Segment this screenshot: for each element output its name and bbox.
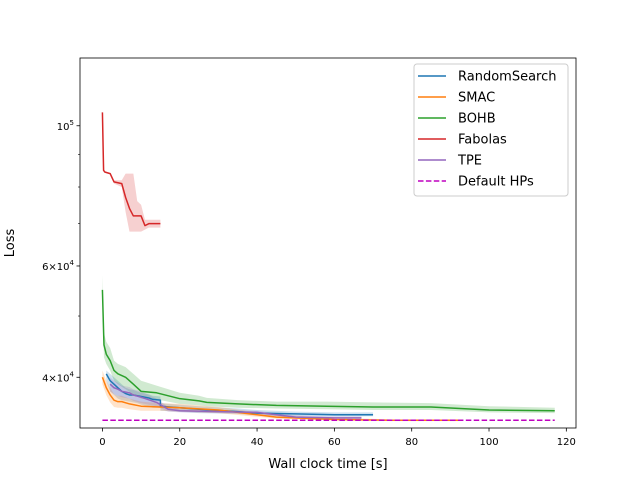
legend-label-fabolas: Fabolas [458,133,507,148]
x-tick-label: 40 [251,437,264,448]
bohb-line [101,289,555,412]
smac-line [101,377,459,422]
x-tick-label: 20 [173,437,186,448]
plot-area-frame [79,57,577,429]
y-tick-exponent: 4 [70,370,75,378]
legend-box [413,63,569,197]
x-tick-label: 0 [99,437,105,448]
y-tick-label: 4×104 [42,370,74,384]
legend-label-randomsearch: RandomSearch [458,70,556,85]
x-tick-label: 100 [479,437,498,448]
x-axis-label: Wall clock time [s] [268,457,387,472]
y-tick-exponent: 4 [70,259,75,267]
x-axis: 0 20 40 60 80 100 120 [99,428,576,448]
randomsearch-band [106,370,374,417]
legend: RandomSearch SMAC BOHB Fabolas TPE Default HP… [413,63,569,197]
x-tick-label: 80 [405,437,418,448]
tpe-line [109,383,362,419]
fabolas-line [101,112,161,227]
x-tick-label: 60 [328,437,341,448]
fabolas-band [102,112,161,232]
y-tick-exponent: 5 [70,119,74,127]
legend-label-default-hps: Default HPs [458,175,534,190]
legend-label-bohb: BOHB [458,112,496,127]
legend-label-tpe: TPE [457,154,482,169]
tpe-band [110,377,362,420]
series-lines [101,112,555,422]
legend-label-smac: SMAC [458,91,495,106]
y-tick-label: 6×104 [42,259,74,273]
y-axis-label: Loss [3,229,18,258]
x-tick-label: 120 [557,437,576,448]
